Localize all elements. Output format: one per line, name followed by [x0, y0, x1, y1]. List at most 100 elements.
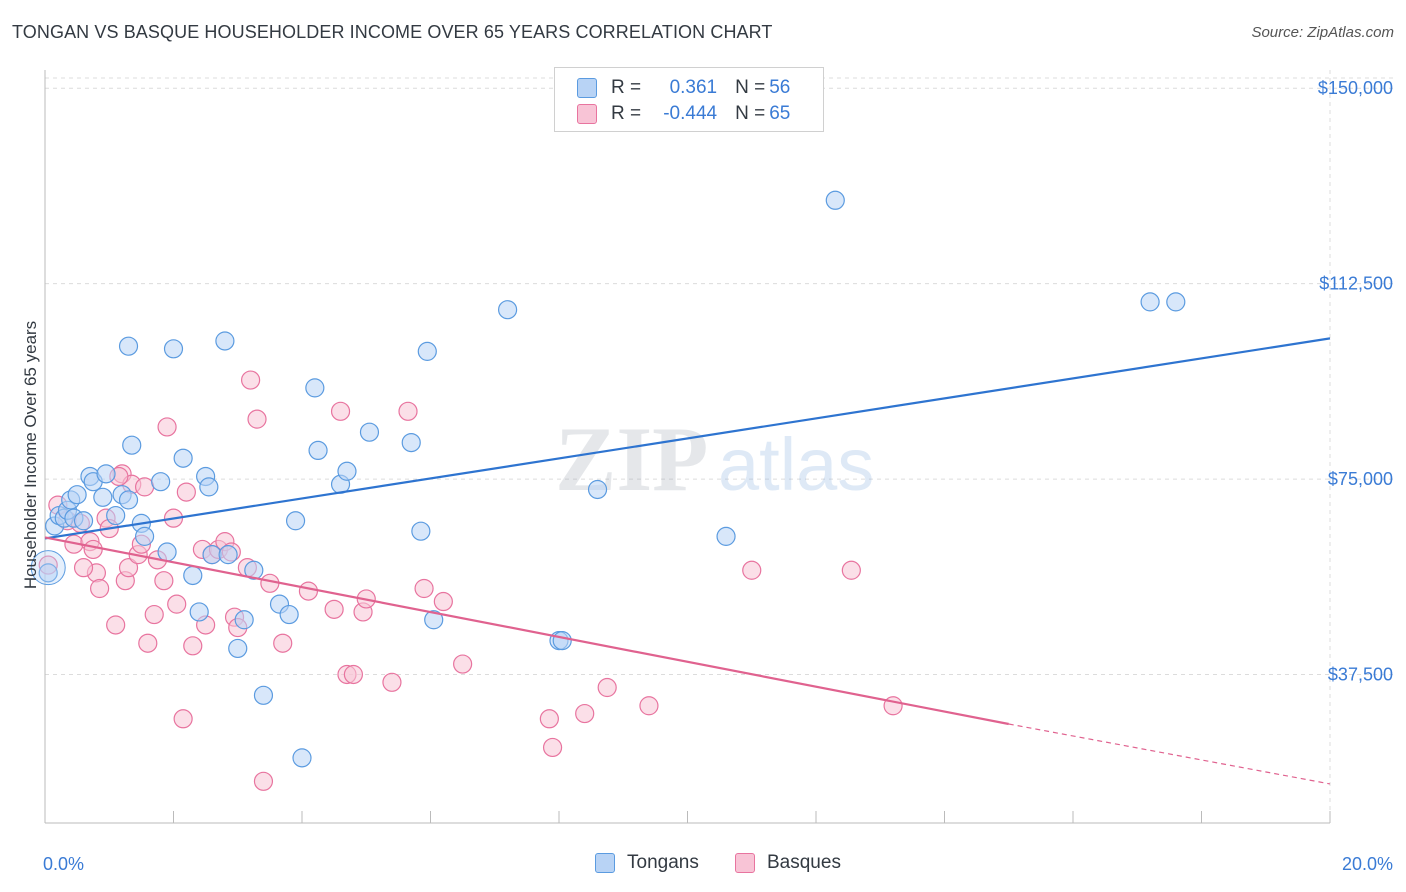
y-tick-label: $112,500	[1319, 274, 1393, 294]
basques-point	[183, 636, 203, 656]
basques-point	[433, 591, 453, 612]
x-tick-labels: 0.0% 20.0%	[43, 854, 1393, 874]
legend-r-value: -0.444	[663, 103, 718, 124]
tongans-point	[587, 479, 608, 500]
basques-point	[167, 594, 187, 614]
legend-n-label: N =	[735, 77, 766, 98]
basques-point	[144, 604, 164, 625]
tongans-point	[401, 432, 421, 453]
axes	[44, 70, 1331, 824]
basques-point	[324, 599, 344, 619]
tongans-point	[157, 542, 177, 562]
basques-point	[157, 417, 177, 437]
basques-point	[575, 703, 595, 724]
basques-point	[73, 558, 94, 578]
basques-point	[841, 560, 861, 580]
tongans-point	[106, 505, 126, 526]
tongans-point	[337, 461, 357, 481]
basques-legend-label: Basques	[767, 852, 841, 873]
watermark-atlas: atlas	[718, 423, 874, 506]
basques-point	[414, 578, 434, 599]
tongans-point	[151, 472, 171, 492]
tongans-point	[183, 565, 203, 586]
legend-n-value: 56	[769, 77, 791, 98]
tongans-point	[218, 545, 238, 565]
basques-point	[154, 571, 174, 591]
tongans-point	[292, 748, 312, 768]
basques-point	[134, 477, 155, 497]
tongans-point	[215, 331, 235, 351]
tongans-point	[173, 448, 193, 468]
tongans-point	[163, 339, 184, 359]
tongans-legend-label: Tongans	[627, 852, 699, 873]
y-tick-labels: $150,000 $112,500 $75,000 $37,500	[1318, 78, 1393, 684]
x-tick-label: 0.0%	[43, 854, 84, 874]
basques-point	[176, 482, 196, 502]
y-tick-label: $37,500	[1328, 664, 1393, 684]
basques-point	[343, 664, 363, 685]
tongans-point	[122, 435, 142, 455]
basques-point	[90, 578, 110, 599]
y-tick-label: $150,000	[1318, 78, 1393, 98]
basques-point	[597, 677, 617, 698]
basques-point	[273, 633, 293, 653]
tongans-point	[279, 604, 299, 625]
basques-point	[241, 370, 261, 390]
basques-point	[639, 696, 659, 716]
basques-point	[83, 539, 103, 560]
basques-point	[173, 709, 193, 729]
basques-point	[118, 558, 139, 578]
tongans-point	[228, 638, 248, 659]
tongans-point	[199, 477, 219, 497]
tongans-point	[424, 610, 444, 630]
tongans-point	[825, 190, 845, 210]
tongans-point	[244, 560, 264, 580]
tongans-swatch	[577, 78, 597, 98]
legend-n-value: 65	[769, 103, 791, 124]
chart-title: TONGAN VS BASQUE HOUSEHOLDER INCOME OVER…	[12, 22, 773, 42]
basques-point	[247, 409, 267, 429]
basques-swatch	[577, 104, 597, 124]
tongans-point	[96, 464, 116, 484]
legend-n-label: N =	[735, 103, 766, 124]
basques-point	[138, 633, 158, 653]
tongans-point	[134, 526, 155, 546]
tongans-point	[716, 526, 736, 546]
watermark-zip: ZIP	[555, 408, 708, 510]
tongans-point	[253, 685, 274, 705]
legend-row-tongans: R = 0.361 N = 56	[577, 75, 790, 101]
basques-point	[330, 401, 351, 421]
basques-legend-swatch	[735, 853, 755, 873]
tongans-point	[189, 602, 209, 622]
tongans-point	[359, 422, 380, 442]
tongans-point	[118, 490, 139, 510]
trend-lines	[44, 337, 1331, 785]
tongans-point	[38, 563, 58, 583]
basques-trend-line	[44, 536, 1009, 726]
basques-point	[106, 615, 126, 635]
tongans-point	[308, 440, 328, 461]
legend-r-label: R =	[611, 77, 642, 98]
tongans-point	[67, 485, 87, 505]
tongans-point	[118, 336, 139, 356]
source-label: Source: ZipAtlas.com	[1251, 24, 1394, 41]
tongans-point	[552, 631, 572, 651]
basques-point	[253, 771, 274, 791]
tongans-point	[202, 545, 222, 565]
tongans-point	[305, 378, 325, 398]
bottom-legend-tongans: Tongans	[595, 852, 699, 874]
legend-r-value: 0.361	[669, 77, 718, 98]
legend-r-label: R =	[611, 103, 642, 124]
basques-trend-extension	[1008, 723, 1331, 785]
tongans-point	[417, 341, 437, 361]
y-tick-label: $75,000	[1328, 469, 1393, 489]
tongans-point-large	[30, 550, 66, 586]
tongans-point	[234, 610, 254, 630]
correlation-legend: R = 0.361 N = 56 R = -0.444 N = 65	[554, 67, 824, 132]
tongans-point	[1166, 292, 1186, 312]
basques-point	[382, 672, 402, 692]
watermark: ZIP atlas	[555, 408, 874, 510]
tongans-trend-line	[44, 337, 1331, 540]
basques-point	[542, 737, 563, 758]
